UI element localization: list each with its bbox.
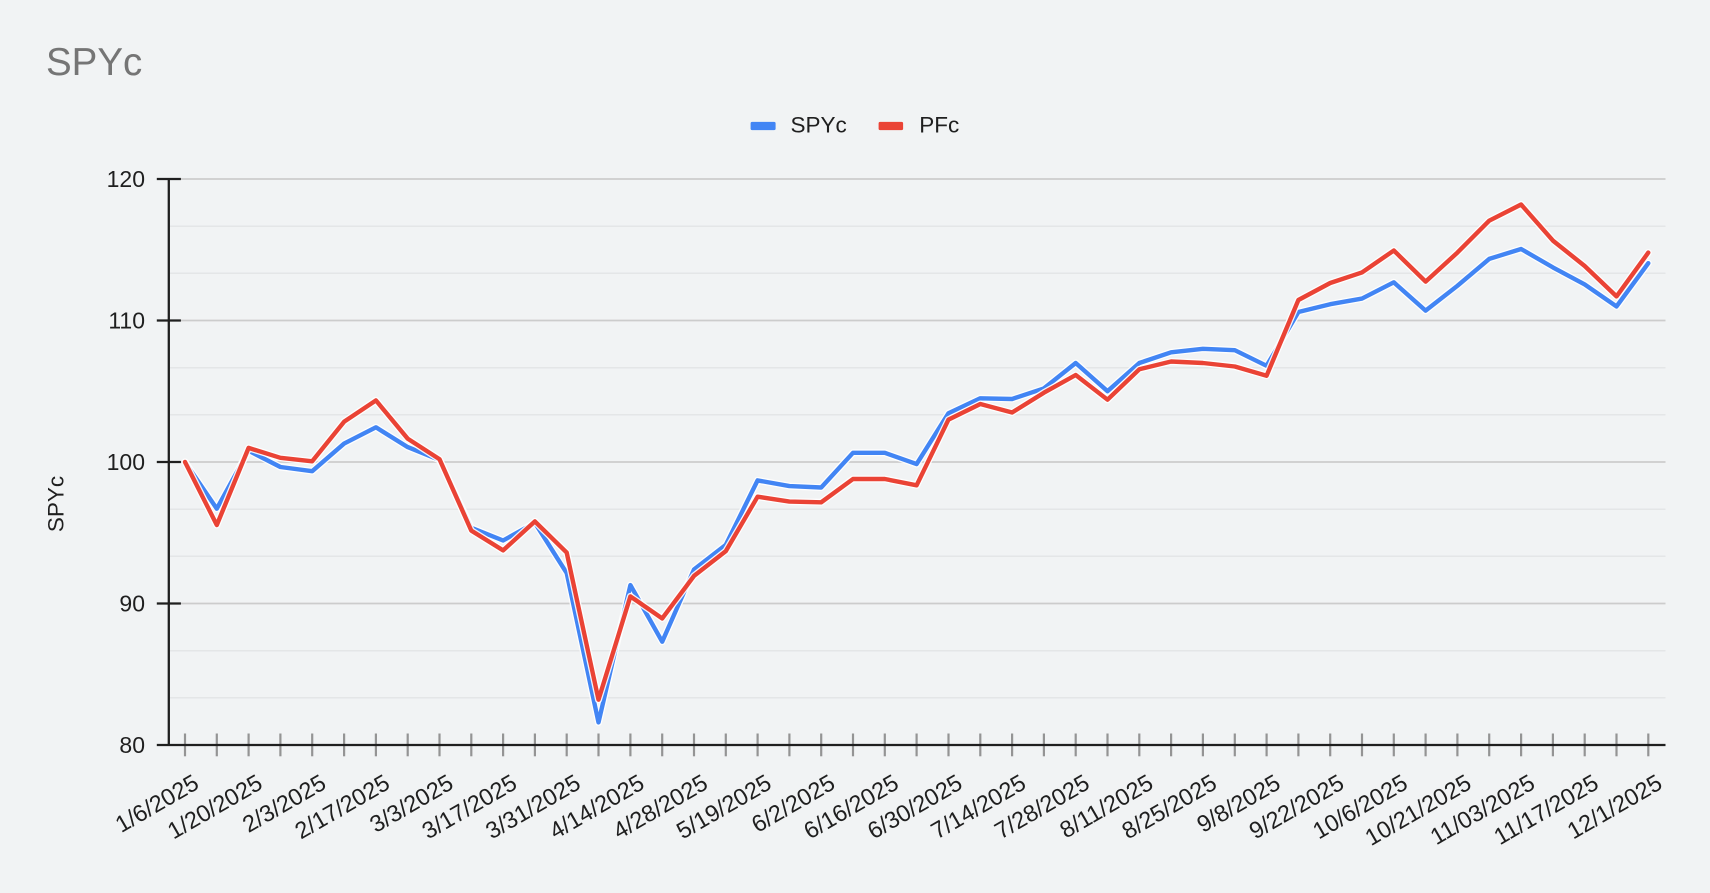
svg-text:100: 100 — [107, 449, 145, 475]
svg-text:120: 120 — [107, 166, 145, 192]
svg-text:PFc: PFc — [919, 113, 959, 138]
svg-text:SPYc: SPYc — [44, 476, 69, 532]
svg-text:80: 80 — [119, 732, 145, 758]
svg-text:90: 90 — [119, 591, 145, 617]
svg-text:110: 110 — [108, 308, 145, 334]
svg-text:SPYc: SPYc — [46, 41, 142, 84]
svg-text:SPYc: SPYc — [791, 113, 847, 138]
